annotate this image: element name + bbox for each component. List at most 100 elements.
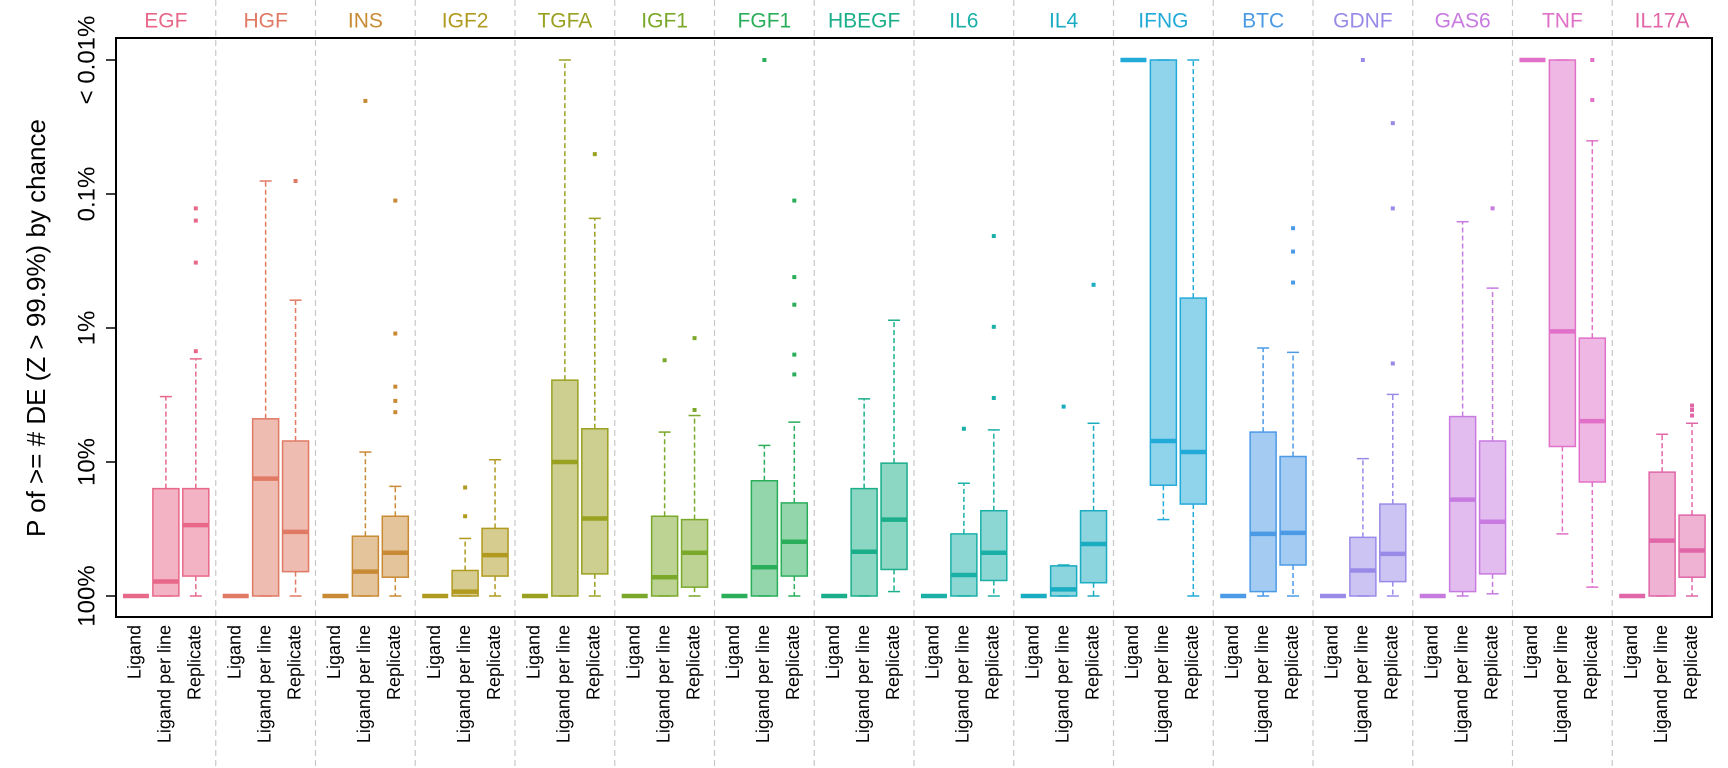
group-label: FGF1	[738, 10, 792, 33]
box	[1478, 440, 1507, 575]
x-tick-label: Ligand per line	[454, 625, 474, 743]
box	[381, 515, 410, 578]
x-tick-label: Replicate	[1182, 625, 1202, 700]
x-tick-label: Replicate	[983, 625, 1003, 700]
box	[281, 440, 310, 573]
outlier	[393, 410, 398, 415]
outlier	[991, 234, 996, 239]
outlier	[193, 260, 198, 265]
x-tick-label: Replicate	[1681, 625, 1701, 700]
x-tick-label: Replicate	[1382, 625, 1402, 700]
outlier	[1091, 282, 1096, 287]
box	[1379, 503, 1407, 583]
group-label: TGFA	[537, 10, 592, 33]
outlier	[1360, 58, 1365, 62]
x-tick-label: Replicate	[1082, 625, 1102, 700]
x-tick-label: Ligand	[823, 625, 843, 679]
outlier	[363, 98, 368, 103]
x-tick-label: Replicate	[384, 625, 404, 700]
plot-frame	[115, 37, 1713, 618]
box	[182, 487, 210, 577]
outlier	[193, 206, 198, 211]
x-tick-label: Ligand per line	[254, 625, 274, 743]
box	[351, 535, 380, 597]
outlier	[463, 485, 468, 490]
group-label: HGF	[243, 10, 287, 33]
x-tick-label: Ligand per line	[853, 625, 873, 743]
x-tick-label: Ligand per line	[1152, 625, 1172, 743]
outlier	[393, 398, 398, 403]
x-tick-label: Replicate	[484, 625, 504, 700]
x-tick-label: Ligand per line	[354, 625, 374, 743]
x-tick-label: Replicate	[584, 625, 604, 700]
box	[1448, 415, 1477, 593]
x-tick-label: Replicate	[783, 625, 803, 700]
x-tick-label: Ligand	[324, 625, 344, 679]
group-label: IGF1	[641, 10, 688, 33]
box	[1249, 431, 1277, 593]
box	[551, 379, 579, 597]
outlier	[792, 302, 797, 307]
x-tick-label: Ligand per line	[554, 625, 574, 743]
x-tick-label: Ligand	[1621, 625, 1641, 679]
outlier	[1490, 206, 1495, 211]
x-tick-label: Ligand per line	[155, 625, 175, 743]
x-tick-label: Replicate	[883, 625, 903, 700]
y-tick-label: 1%	[73, 311, 100, 346]
x-tick-label: Ligand per line	[1052, 625, 1072, 743]
x-tick-label: Ligand	[923, 625, 943, 679]
x-tick-label: Ligand per line	[1451, 625, 1471, 743]
group-label: BTC	[1242, 10, 1284, 33]
outlier	[792, 372, 797, 377]
box	[1578, 337, 1607, 483]
outlier	[1291, 249, 1296, 254]
outlier	[393, 198, 398, 203]
x-tick-label: Ligand	[623, 625, 643, 679]
box	[850, 487, 878, 597]
x-tick-label: Ligand	[1222, 625, 1242, 679]
outlier	[991, 396, 996, 401]
box	[481, 527, 509, 577]
outlier	[662, 358, 667, 363]
outlier	[193, 218, 198, 223]
box	[650, 515, 679, 597]
x-tick-label: Replicate	[284, 625, 304, 700]
x-tick-label: Replicate	[1581, 625, 1601, 700]
outlier	[1690, 407, 1695, 412]
box	[1548, 59, 1577, 448]
outlier	[762, 58, 767, 62]
outlier	[1291, 226, 1296, 231]
box	[1149, 59, 1178, 486]
x-tick-label: Ligand	[1521, 625, 1541, 679]
outlier	[991, 324, 996, 329]
group-label: IL6	[949, 10, 978, 33]
x-tick-label: Replicate	[1481, 625, 1501, 700]
y-axis-label: P of >= # DE (Z > 99.9%) by chance	[21, 119, 51, 537]
x-tick-label: Ligand	[224, 625, 244, 679]
x-tick-label: Ligand per line	[1551, 625, 1571, 743]
box	[1079, 509, 1108, 584]
x-tick-label: Ligand	[424, 625, 444, 679]
x-tick-label: Ligand per line	[653, 625, 673, 743]
x-tick-label: Ligand per line	[953, 625, 973, 743]
x-tick-label: Ligand	[1122, 625, 1142, 679]
x-tick-label: Ligand	[524, 625, 544, 679]
outlier	[792, 198, 797, 203]
group-label: IL4	[1049, 10, 1079, 33]
outlier	[592, 152, 597, 157]
x-tick-label: Replicate	[185, 625, 205, 700]
x-tick-label: Ligand per line	[1252, 625, 1272, 743]
y-tick-label: 10%	[73, 438, 100, 486]
outlier	[193, 349, 198, 354]
outlier	[293, 179, 298, 184]
outlier	[1061, 404, 1066, 409]
box	[1349, 536, 1377, 597]
box	[780, 502, 809, 577]
outlier	[1390, 361, 1395, 366]
outlier	[792, 352, 797, 357]
outlier	[1390, 121, 1395, 126]
x-tick-label: Ligand	[1322, 625, 1342, 679]
outlier	[1690, 403, 1695, 408]
group-label: IGF2	[442, 10, 489, 33]
